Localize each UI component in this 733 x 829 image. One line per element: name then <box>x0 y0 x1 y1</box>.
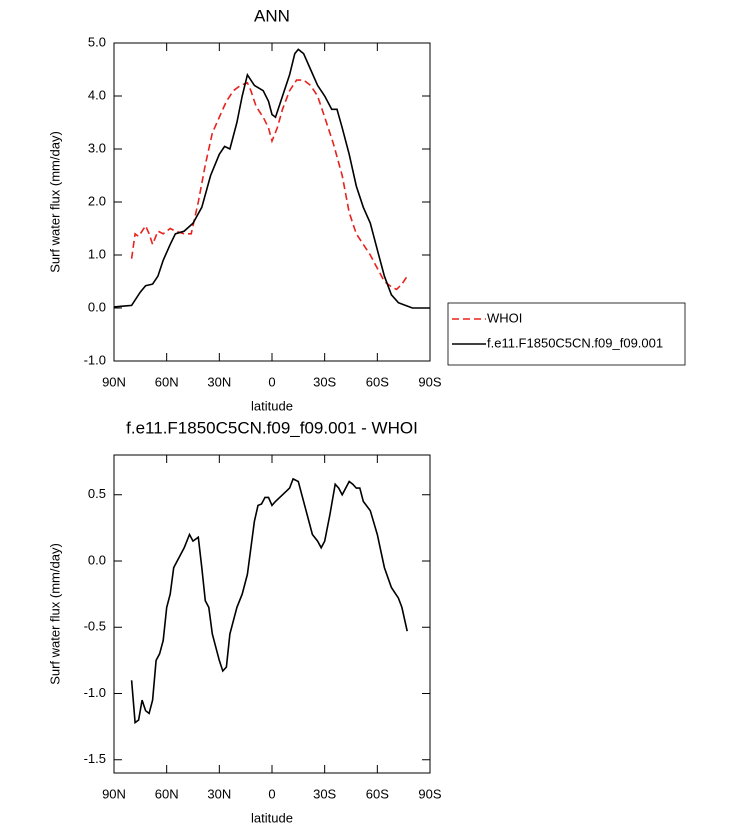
x-tick-label: 30S <box>313 786 336 801</box>
x-tick-label: 0 <box>268 786 275 801</box>
x-tick-label: 30S <box>313 374 336 389</box>
legend-label: WHOI <box>487 310 522 325</box>
chart-title: f.e11.F1850C5CN.f09_f09.001 - WHOI <box>126 418 418 437</box>
data-line <box>130 477 408 725</box>
x-tick-label: 60S <box>366 374 389 389</box>
y-tick-label: 0.0 <box>88 299 106 314</box>
chart-title: ANN <box>254 6 290 25</box>
plot-frame <box>113 42 431 362</box>
y-axis-label: Surf water flux (mm/day) <box>47 543 62 685</box>
y-tick-label: 5.0 <box>88 34 106 49</box>
y-tick-label: 0.0 <box>88 552 106 567</box>
y-tick-label: -1.5 <box>84 751 106 766</box>
legend-box <box>447 302 686 366</box>
y-tick-label: 1.0 <box>88 246 106 261</box>
x-tick-label: 60N <box>155 786 179 801</box>
legend: WHOI f.e11.F1850C5CN.f09_f09.001 <box>447 302 686 366</box>
x-tick-label: 90S <box>418 786 441 801</box>
x-axis-label: latitude <box>251 810 293 825</box>
x-tick-label: 90N <box>102 786 126 801</box>
y-tick-label: 0.5 <box>88 486 106 501</box>
x-tick-label: 30N <box>207 374 231 389</box>
y-tick-label: 4.0 <box>88 87 106 102</box>
plot-frame <box>113 454 431 774</box>
legend-label: f.e11.F1850C5CN.f09_f09.001 <box>487 335 663 350</box>
y-tick-label: -1.0 <box>84 352 106 367</box>
data-line <box>130 79 408 291</box>
x-tick-label: 0 <box>268 374 275 389</box>
x-tick-label: 30N <box>207 786 231 801</box>
y-tick-label: 2.0 <box>88 193 106 208</box>
x-tick-label: 90S <box>418 374 441 389</box>
x-tick-label: 60S <box>366 786 389 801</box>
data-line <box>113 48 430 309</box>
x-tick-label: 90N <box>102 374 126 389</box>
y-tick-label: 3.0 <box>88 140 106 155</box>
y-axis-label: Surf water flux (mm/day) <box>47 131 62 273</box>
x-tick-label: 60N <box>155 374 179 389</box>
y-tick-label: -0.5 <box>84 619 106 634</box>
y-tick-label: -1.0 <box>84 685 106 700</box>
x-axis-label: latitude <box>251 398 293 413</box>
